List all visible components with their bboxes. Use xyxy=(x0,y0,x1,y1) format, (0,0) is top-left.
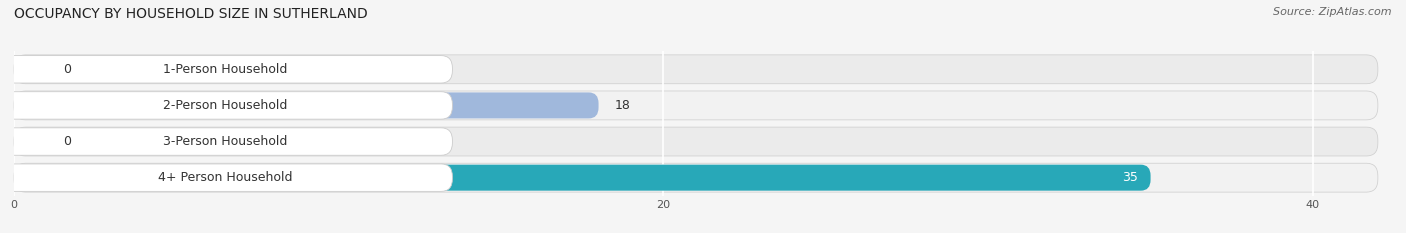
FancyBboxPatch shape xyxy=(14,163,1378,192)
Text: 18: 18 xyxy=(614,99,631,112)
Text: 3-Person Household: 3-Person Household xyxy=(163,135,287,148)
FancyBboxPatch shape xyxy=(0,128,453,155)
Text: 2-Person Household: 2-Person Household xyxy=(163,99,287,112)
FancyBboxPatch shape xyxy=(14,165,1150,191)
Text: 4+ Person Household: 4+ Person Household xyxy=(157,171,292,184)
Text: 0: 0 xyxy=(63,63,70,76)
FancyBboxPatch shape xyxy=(14,127,1378,156)
Text: 35: 35 xyxy=(1122,171,1137,184)
FancyBboxPatch shape xyxy=(14,91,1378,120)
Text: 1-Person Household: 1-Person Household xyxy=(163,63,287,76)
FancyBboxPatch shape xyxy=(14,129,53,154)
FancyBboxPatch shape xyxy=(14,55,1378,84)
FancyBboxPatch shape xyxy=(0,56,453,83)
FancyBboxPatch shape xyxy=(14,56,53,82)
Text: Source: ZipAtlas.com: Source: ZipAtlas.com xyxy=(1274,7,1392,17)
FancyBboxPatch shape xyxy=(0,164,453,191)
FancyBboxPatch shape xyxy=(0,92,453,119)
FancyBboxPatch shape xyxy=(14,93,599,118)
Text: OCCUPANCY BY HOUSEHOLD SIZE IN SUTHERLAND: OCCUPANCY BY HOUSEHOLD SIZE IN SUTHERLAN… xyxy=(14,7,368,21)
Text: 0: 0 xyxy=(63,135,70,148)
